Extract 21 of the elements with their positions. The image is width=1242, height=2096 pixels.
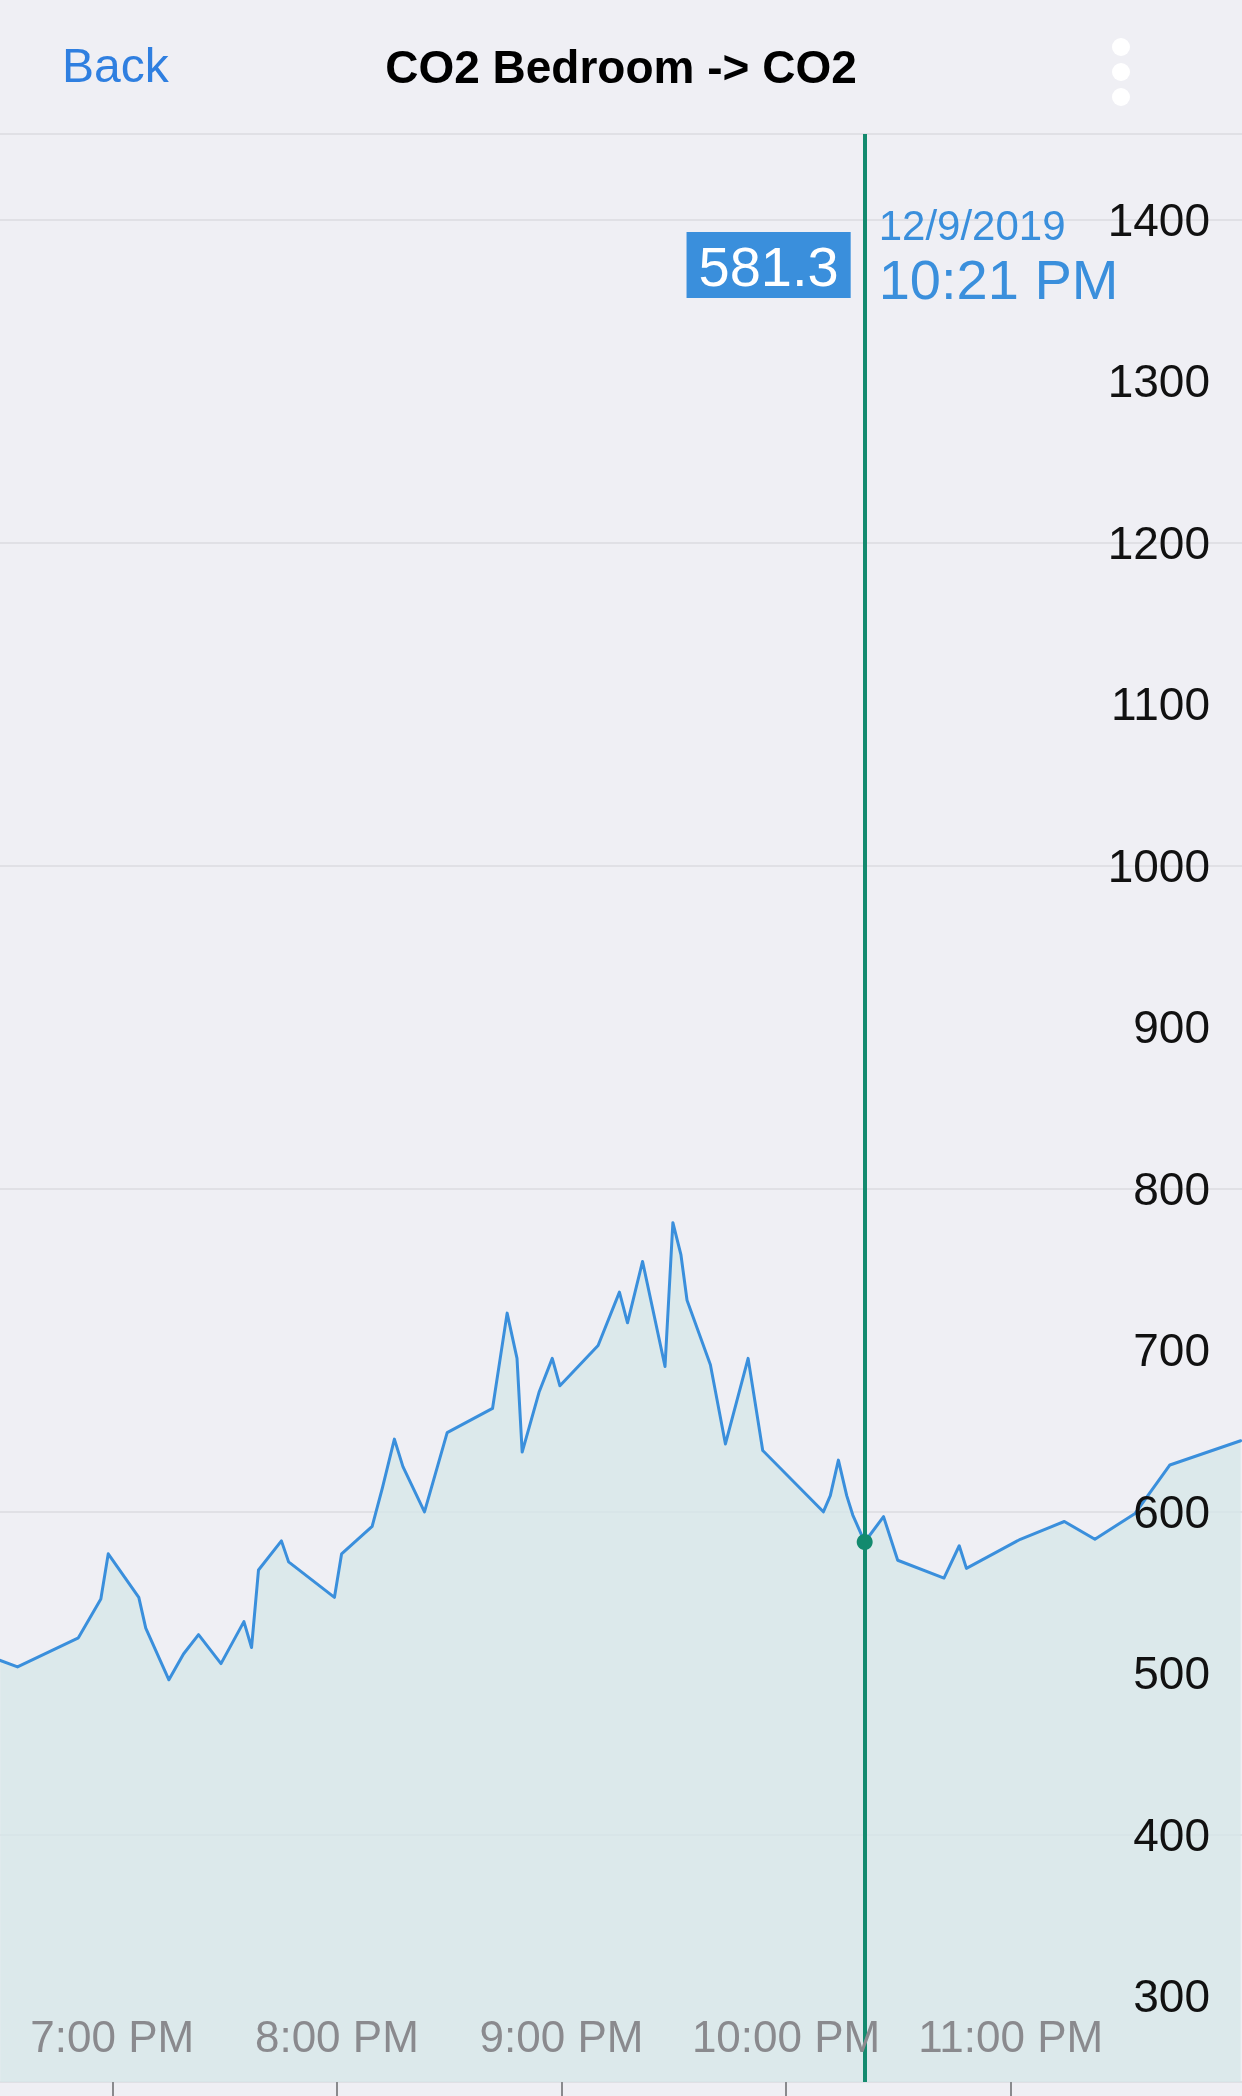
annotation: 10:21 PM [878, 247, 1119, 311]
x-tick-label: 9:00 PM [479, 2011, 644, 2061]
y-tick-label: 700 [1133, 1324, 1210, 1377]
y-tick-label: 1000 [1107, 839, 1210, 892]
annotation: 12/9/2019 [878, 201, 1066, 249]
x-tick-label: 8:00 PM [254, 2011, 419, 2061]
annotation: 581.3 [698, 234, 839, 298]
chart-title: CO2 Bedroom -> CO2 [385, 41, 857, 93]
y-tick-label: 300 [1133, 1970, 1210, 2023]
y-tick-label: 1300 [1107, 355, 1210, 408]
y-tick-label: 900 [1133, 1001, 1210, 1054]
y-tick-label: 600 [1133, 1485, 1210, 1538]
y-tick-label: 1200 [1107, 516, 1210, 569]
y-tick-label: 800 [1133, 1162, 1210, 1215]
y-tick-label: 500 [1133, 1647, 1210, 1700]
text: Back [62, 38, 169, 93]
x-tick-label: 11:00 PM [918, 2011, 1104, 2061]
y-tick-label: 400 [1133, 1808, 1210, 1861]
y-tick-label: 1100 [1111, 678, 1210, 731]
y-tick-label: 1400 [1107, 193, 1210, 246]
x-tick-label: 7:00 PM [30, 2011, 195, 2061]
